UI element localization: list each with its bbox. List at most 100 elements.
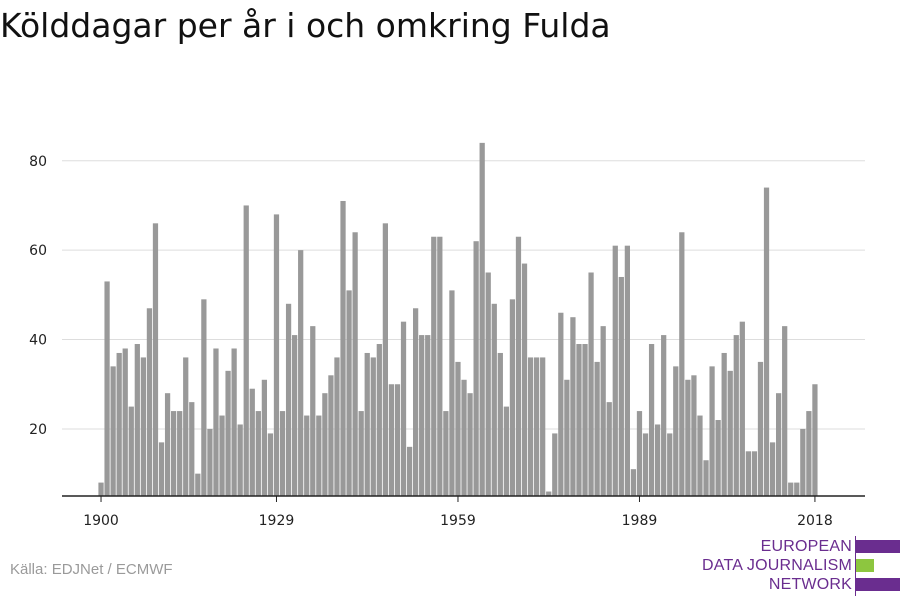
- bar-1920: [219, 415, 225, 496]
- bar-2005: [733, 335, 739, 496]
- bar-1900: [98, 482, 104, 496]
- bar-1981: [588, 272, 594, 496]
- bar-1927: [261, 379, 267, 496]
- bar-1903: [116, 352, 122, 496]
- bar-1976: [558, 312, 564, 496]
- bar-1957: [443, 411, 449, 496]
- bar-1983: [600, 326, 606, 496]
- bar-1912: [171, 411, 177, 496]
- bar-1967: [503, 406, 509, 496]
- bar-2008: [751, 451, 758, 496]
- bar-1953: [419, 335, 425, 496]
- bar-1972: [534, 357, 540, 496]
- bar-2011: [769, 442, 776, 496]
- bar-1906: [134, 344, 140, 496]
- bar-1939: [334, 357, 340, 496]
- bar-1977: [564, 379, 570, 496]
- bar-1975: [552, 433, 558, 496]
- bar-1952: [413, 308, 419, 496]
- bar-1978: [570, 317, 576, 496]
- bar-1947: [382, 223, 388, 496]
- bar-1932: [292, 335, 298, 496]
- bar-1944: [364, 352, 370, 496]
- bar-2003: [721, 352, 727, 496]
- bar-1909: [152, 223, 159, 496]
- logo-bar-3: [856, 578, 900, 591]
- bar-1954: [425, 335, 431, 496]
- bar-1922: [231, 348, 237, 496]
- bar-2009: [757, 361, 764, 496]
- bar-1951: [406, 446, 413, 496]
- bar-1955: [431, 236, 437, 497]
- bar-1962: [473, 241, 479, 496]
- edjnet-logo: EUROPEAN DATA JOURNALISM NETWORK: [690, 536, 900, 596]
- bar-2006: [739, 321, 745, 496]
- bar-1904: [122, 348, 128, 496]
- bar-1905: [128, 406, 134, 496]
- bar-1950: [400, 321, 407, 496]
- bar-1992: [655, 424, 661, 496]
- bar-1928: [267, 433, 274, 496]
- bar-1982: [594, 361, 600, 496]
- bar-1984: [606, 402, 612, 496]
- bar-1941: [346, 290, 352, 496]
- bar-2001: [709, 366, 715, 496]
- y-tick-label: 20: [29, 422, 47, 438]
- bar-1917: [201, 299, 207, 496]
- bar-1919: [213, 348, 219, 496]
- bar-1969: [515, 236, 522, 497]
- logo-bar-1: [856, 540, 900, 553]
- bar-1963: [479, 142, 485, 496]
- chart-title: Kölddagar per år i och omkring Fulda: [0, 6, 611, 45]
- bar-1935: [310, 326, 316, 496]
- bar-1911: [164, 393, 171, 496]
- bar-1943: [358, 411, 364, 496]
- bar-1995: [673, 366, 679, 496]
- bar-1916: [195, 473, 201, 496]
- bar-2014: [788, 482, 794, 496]
- bar-1959: [455, 361, 461, 496]
- bar-2007: [745, 451, 751, 496]
- bar-1902: [110, 366, 116, 496]
- bar-1913: [177, 411, 183, 496]
- bar-2004: [727, 370, 733, 496]
- bar-1937: [322, 393, 328, 496]
- bar-1929: [273, 214, 280, 496]
- bar-1988: [630, 469, 637, 496]
- bar-1921: [225, 370, 231, 496]
- bar-1966: [497, 352, 503, 496]
- bar-1923: [237, 424, 243, 496]
- logo-divider: [855, 536, 856, 596]
- bar-1956: [437, 236, 443, 497]
- bar-1964: [485, 272, 491, 496]
- x-tick-label: 1900: [83, 513, 119, 529]
- bar-2000: [703, 460, 709, 496]
- y-tick-label: 80: [29, 154, 47, 170]
- bar-2010: [763, 187, 770, 496]
- y-tick-label: 60: [29, 243, 47, 259]
- bar-1999: [697, 415, 703, 496]
- bar-1930: [279, 411, 286, 496]
- bar-1970: [521, 263, 528, 496]
- bar-1958: [449, 290, 455, 496]
- bar-1997: [685, 379, 691, 496]
- bar-1980: [582, 344, 588, 496]
- x-tick-label: 2018: [797, 513, 833, 529]
- bar-1991: [648, 344, 655, 496]
- bar-2016: [800, 428, 806, 496]
- bar-1948: [388, 384, 395, 496]
- bar-1945: [370, 357, 376, 496]
- bar-2018: [812, 384, 818, 496]
- logo-line-2: DATA JOURNALISM: [702, 557, 852, 574]
- bar-1914: [183, 357, 189, 496]
- bar-1989: [636, 411, 643, 496]
- source-note: Källa: EDJNet / ECMWF: [10, 561, 173, 578]
- bar-1946: [376, 344, 382, 496]
- bar-1971: [527, 357, 534, 496]
- x-tick-label: 1989: [622, 513, 658, 529]
- logo-line-3: NETWORK: [768, 576, 852, 593]
- bar-1926: [255, 411, 261, 496]
- bar-2013: [782, 326, 788, 496]
- bar-1915: [189, 402, 195, 496]
- bar-1949: [394, 384, 401, 496]
